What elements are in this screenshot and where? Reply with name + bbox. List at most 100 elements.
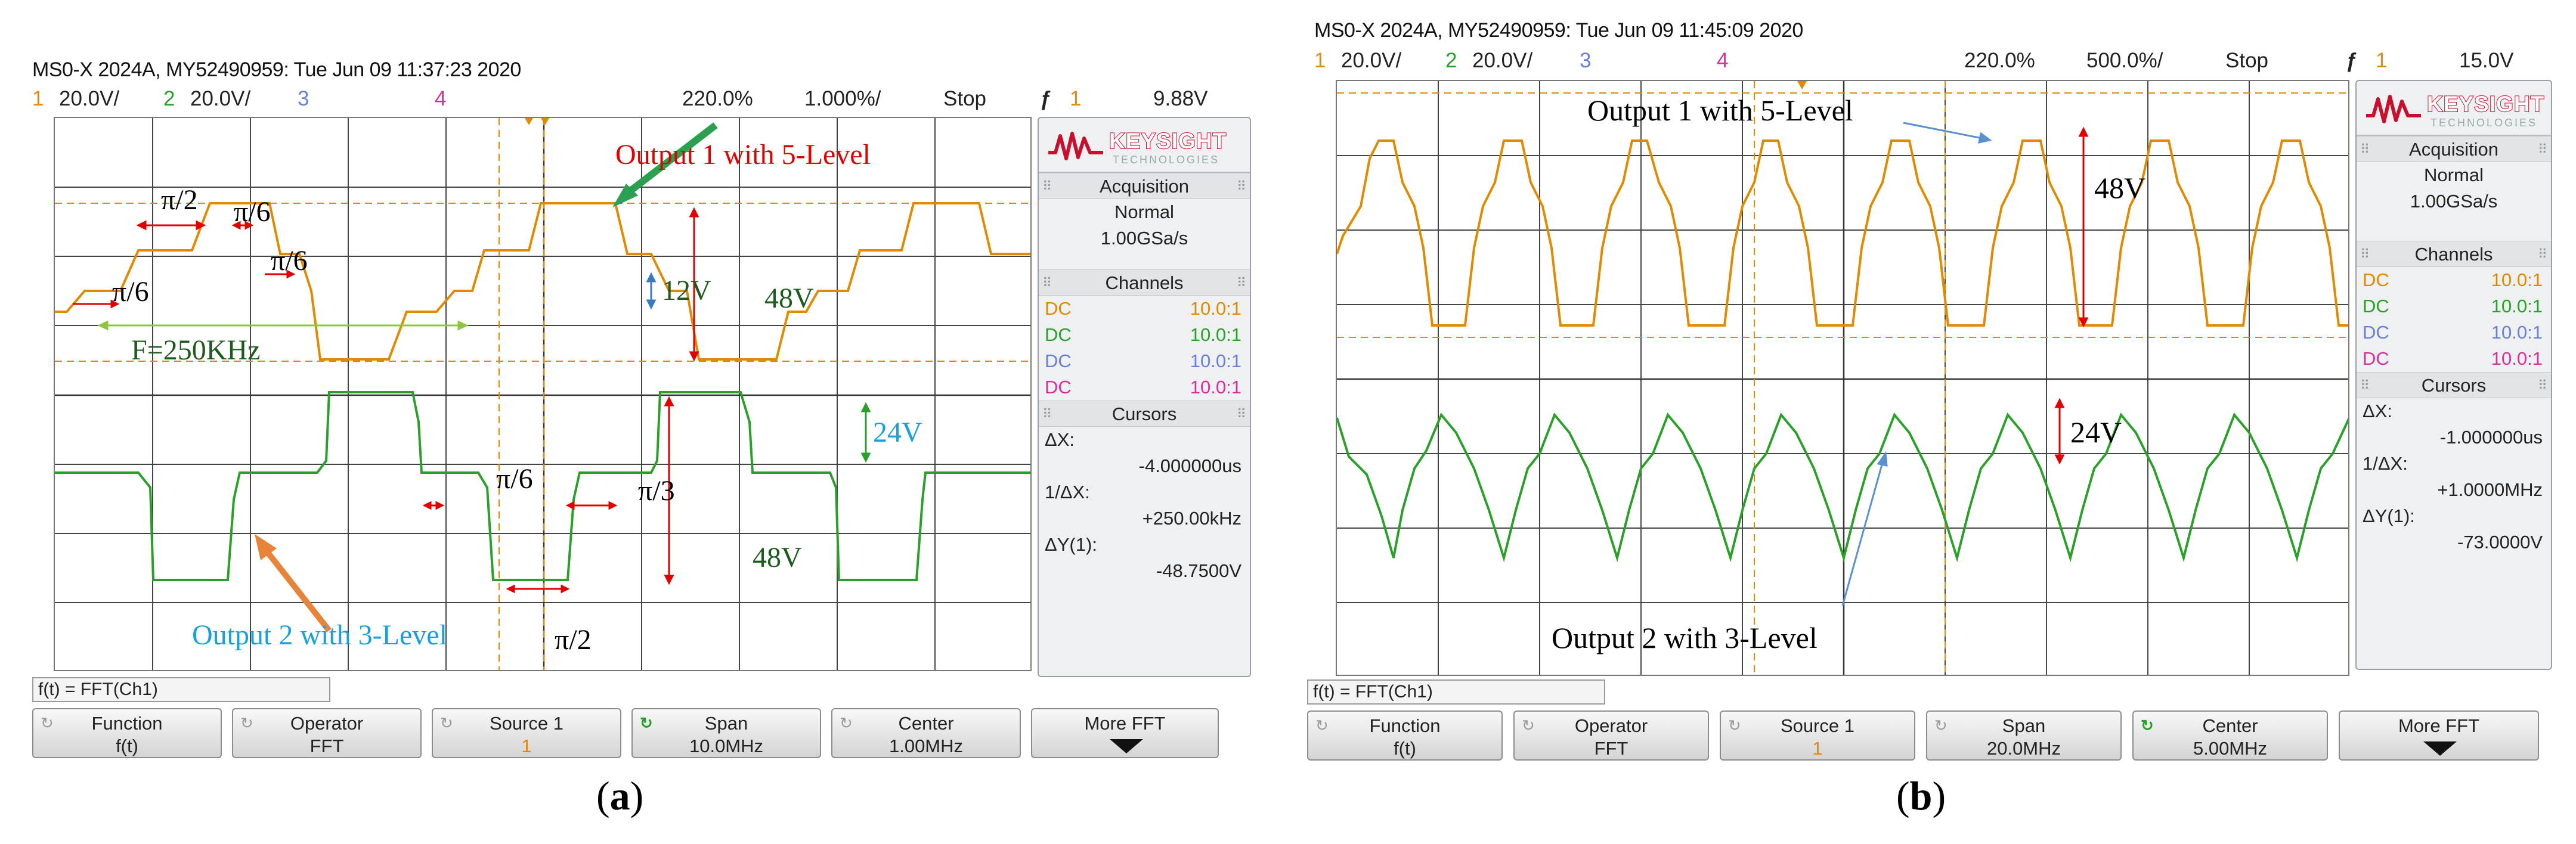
ch2-scale[interactable]: 20.0V/ — [1472, 49, 1533, 72]
pi2-bottom-label: π/2 — [555, 624, 592, 656]
trigger-source[interactable]: 1 — [2376, 49, 2388, 72]
ch2-number[interactable]: 2 — [1445, 49, 1457, 72]
function-softkey[interactable]: ↻ Function f(t) — [32, 708, 222, 758]
cursor-inv-label: 1/ΔX: — [1045, 482, 1090, 502]
cursor-inv-label-row: 1/ΔX: — [1039, 479, 1250, 505]
ch1-scale[interactable]: 20.0V/ — [59, 87, 120, 110]
pi6-mid-label: π/6 — [271, 245, 308, 277]
rotate-icon: ↻ — [240, 714, 253, 732]
softkey-value: 1.00MHz — [888, 736, 964, 756]
span-softkey[interactable]: ↻ Span 10.0MHz — [631, 708, 821, 758]
rotate-icon: ↻ — [1934, 716, 1948, 734]
rotate-icon: ↻ — [640, 714, 653, 732]
pi6-top-label: π/6 — [234, 196, 271, 228]
ch1-number[interactable]: 1 — [32, 87, 44, 110]
cursor-inv-label: 1/ΔX: — [2363, 453, 2408, 474]
run-state[interactable]: Stop — [943, 87, 986, 110]
keysight-wave-icon — [1048, 132, 1103, 160]
channel-probe: 10.0:1 — [1190, 350, 1241, 371]
cursor-inv-value-row: +250.00kHz — [1039, 505, 1250, 532]
channels-header[interactable]: ⠿ Channels ⠿ — [2357, 241, 2551, 267]
channel-row-3[interactable]: DC 10.0:1 — [2357, 319, 2551, 346]
down-arrow-icon — [2423, 741, 2457, 756]
softkey-value: 1 — [1812, 738, 1823, 759]
acq-rate: 1.00GSa/s — [1100, 228, 1188, 249]
softkey-title: More FFT — [1084, 713, 1166, 734]
scope-header: MS0-X 2024A, MY52490959: Tue Jun 09 11:4… — [1314, 19, 1803, 42]
cursor-dx-label-row: ΔX: — [1039, 427, 1250, 453]
ch1-number[interactable]: 1 — [1314, 49, 1326, 72]
frequency-label: F=250KHz — [131, 334, 261, 366]
rotate-icon: ↻ — [41, 714, 54, 732]
keysight-logo: KEYSIGHT TECHNOLOGIES — [2357, 81, 2551, 136]
cursors-header[interactable]: ⠿ Cursors ⠿ — [2357, 372, 2551, 398]
cursors-header[interactable]: ⠿ Cursors ⠿ — [1039, 401, 1250, 427]
cursor-inv-value: +250.00kHz — [1142, 508, 1241, 529]
ch2-number[interactable]: 2 — [163, 87, 175, 110]
delay-value[interactable]: 220.0% — [682, 87, 753, 110]
channel-row-4[interactable]: DC 10.0:1 — [1039, 374, 1250, 401]
channel-row-4[interactable]: DC 10.0:1 — [2357, 346, 2551, 372]
channel-row-1[interactable]: DC 10.0:1 — [1039, 296, 1250, 322]
status-bar: 1 20.0V/ 2 20.0V/ 3 4 220.0% 1.000%/ Sto… — [32, 87, 1243, 113]
trigger-source[interactable]: 1 — [1070, 87, 1082, 110]
channel-row-1[interactable]: DC 10.0:1 — [2357, 267, 2551, 293]
waveform-display[interactable]: Output 1 with 5-Level π/2 π/6 π/6 π/6 F=… — [54, 117, 1032, 671]
softkey-title: Source 1 — [489, 713, 564, 734]
timebase-value[interactable]: 1.000%/ — [804, 87, 881, 110]
cursor-dy-value: -73.0000V — [2457, 532, 2543, 553]
trigger-level[interactable]: 15.0V — [2459, 49, 2514, 72]
figure-sublabel-b: (b) — [1896, 773, 1946, 818]
cursor-dy-label-row: ΔY(1): — [1039, 532, 1250, 558]
trigger-level[interactable]: 9.88V — [1153, 87, 1208, 110]
pi2-top-label: π/2 — [161, 184, 198, 216]
channels-title: Channels — [2414, 244, 2493, 265]
delay-value[interactable]: 220.0% — [1964, 49, 2035, 72]
operator-softkey[interactable]: ↻ Operator FFT — [1513, 710, 1709, 761]
channel-row-2[interactable]: DC 10.0:1 — [1039, 322, 1250, 348]
channel-probe: 10.0:1 — [2491, 348, 2543, 369]
channel-coupling: DC — [1045, 350, 1072, 371]
softkey-title: Center — [2202, 715, 2258, 736]
operator-softkey[interactable]: ↻ Operator FFT — [232, 708, 422, 758]
cursor-dy-value-row: -48.7500V — [1039, 558, 1250, 584]
timebase-value[interactable]: 500.0%/ — [2086, 49, 2163, 72]
ch4-number[interactable]: 4 — [1717, 49, 1729, 72]
channel-coupling: DC — [2363, 322, 2389, 343]
acquisition-title: Acquisition — [2409, 139, 2498, 160]
function-softkey[interactable]: ↻ Function f(t) — [1307, 710, 1503, 761]
ch3-number[interactable]: 3 — [1580, 49, 1592, 72]
keysight-wave-icon — [2366, 95, 2421, 123]
channel-probe: 10.0:1 — [1190, 377, 1241, 398]
pi6-left-label: π/6 — [112, 276, 149, 308]
channel-probe: 10.0:1 — [1190, 298, 1241, 319]
softkey-value: 10.0MHz — [689, 736, 764, 756]
ch2-scale[interactable]: 20.0V/ — [190, 87, 251, 110]
channels-header[interactable]: ⠿ Channels ⠿ — [1039, 269, 1250, 296]
cursor-dx-value-row: -4.000000us — [1039, 453, 1250, 479]
channel-row-2[interactable]: DC 10.0:1 — [2357, 293, 2551, 319]
waveform-display[interactable]: Output 1 with 5-Level 48V 24V Output 2 w… — [1336, 80, 2349, 676]
span-softkey[interactable]: ↻ Span 20.0MHz — [1926, 710, 2122, 761]
acquisition-header[interactable]: ⠿ Acquisition ⠿ — [2357, 136, 2551, 162]
channel-row-3[interactable]: DC 10.0:1 — [1039, 348, 1250, 374]
brand-sub: TECHNOLOGIES — [1113, 154, 1220, 166]
run-state[interactable]: Stop — [2225, 49, 2268, 72]
fft-formula: f(t) = FFT(Ch1) — [1307, 679, 1605, 705]
side-panel: KEYSIGHT TECHNOLOGIES ⠿ Acquisition ⠿ Norm… — [2355, 80, 2552, 670]
ch1-scale[interactable]: 20.0V/ — [1341, 49, 1402, 72]
center-softkey[interactable]: ↻ Center 5.00MHz — [2132, 710, 2328, 761]
center-softkey[interactable]: ↻ Center 1.00MHz — [831, 708, 1021, 758]
ch4-number[interactable]: 4 — [435, 87, 447, 110]
status-bar: 1 20.0V/ 2 20.0V/ 3 4 220.0% 500.0%/ Sto… — [1314, 49, 2525, 75]
softkey-title: Span — [704, 713, 748, 734]
ch3-number[interactable]: 3 — [298, 87, 309, 110]
oscilloscope-screenshot-b: MS0-X 2024A, MY52490959: Tue Jun 09 11:4… — [1300, 0, 2552, 769]
pi6-bottom-label: π/6 — [496, 463, 533, 495]
acquisition-header[interactable]: ⠿ Acquisition ⠿ — [1039, 173, 1250, 199]
more-fft-softkey[interactable]: More FFT — [1031, 708, 1219, 758]
more-fft-softkey[interactable]: More FFT — [2339, 710, 2539, 761]
cursors-title: Cursors — [2421, 375, 2487, 396]
